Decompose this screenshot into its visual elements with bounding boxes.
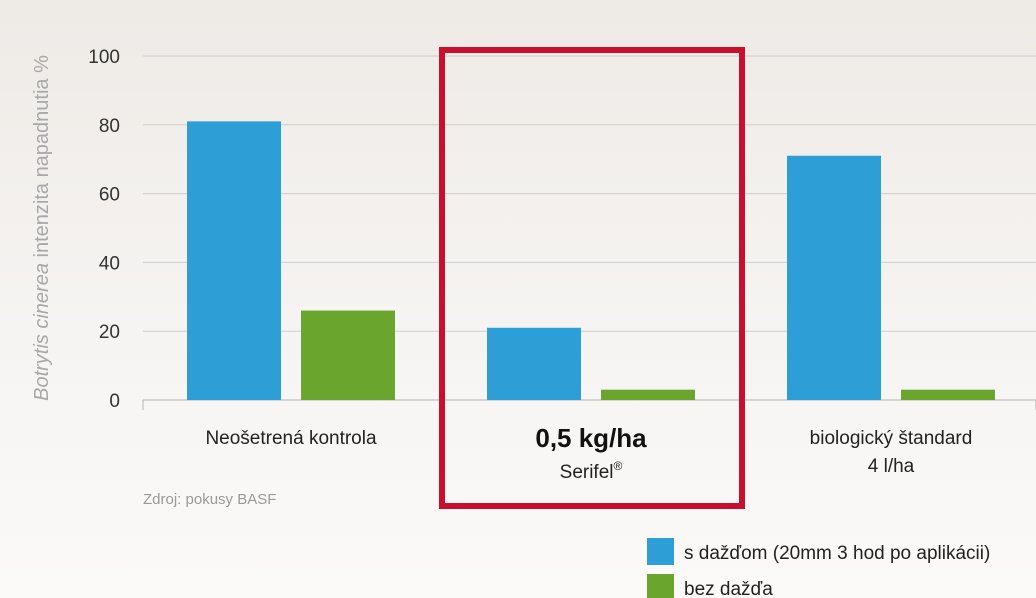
y-tick-label: 60 bbox=[99, 185, 120, 206]
y-axis-label-rest: intenzita napadnutia % bbox=[31, 55, 53, 258]
bars bbox=[187, 121, 995, 401]
legend: s dažďom (20mm 3 hod po aplikácii) bez da… bbox=[647, 538, 990, 598]
category-label: biologický štandard bbox=[810, 428, 973, 449]
bar bbox=[787, 155, 881, 400]
y-axis-label: Botrytis cinerea intenzita napadnutia % bbox=[31, 55, 53, 401]
y-tick-label: 40 bbox=[99, 253, 120, 274]
highlight-box bbox=[439, 47, 745, 509]
bar bbox=[301, 310, 395, 400]
y-tick-label: 100 bbox=[88, 47, 120, 68]
y-tick-label: 0 bbox=[109, 391, 120, 412]
category-sublabel: Serifel® bbox=[560, 459, 623, 483]
legend-swatch bbox=[647, 538, 674, 565]
legend-swatch bbox=[647, 574, 674, 598]
category-labels: Neošetrená kontrola 0,5 kg/ha Serifel® biol… bbox=[205, 423, 972, 483]
legend-label: s dažďom (20mm 3 hod po aplikácii) bbox=[684, 543, 990, 564]
y-axis-label-italic: Botrytis cinerea bbox=[31, 263, 53, 401]
y-tick-labels: 0 20 40 60 80 100 bbox=[88, 47, 120, 412]
category-label: 0,5 kg/ha bbox=[535, 423, 647, 453]
category-sublabel: 4 l/ha bbox=[868, 456, 915, 477]
gridlines bbox=[142, 55, 1036, 410]
bar bbox=[601, 389, 695, 400]
bar bbox=[187, 121, 281, 401]
bar bbox=[901, 389, 995, 400]
legend-label: bez dažďa bbox=[684, 579, 773, 598]
source-note: Zdroj: pokusy BASF bbox=[143, 491, 276, 508]
category-label: Neošetrená kontrola bbox=[205, 428, 377, 449]
y-tick-label: 80 bbox=[99, 116, 120, 137]
y-tick-label: 20 bbox=[99, 322, 120, 343]
registered-mark: ® bbox=[614, 459, 623, 473]
bar bbox=[487, 327, 581, 400]
